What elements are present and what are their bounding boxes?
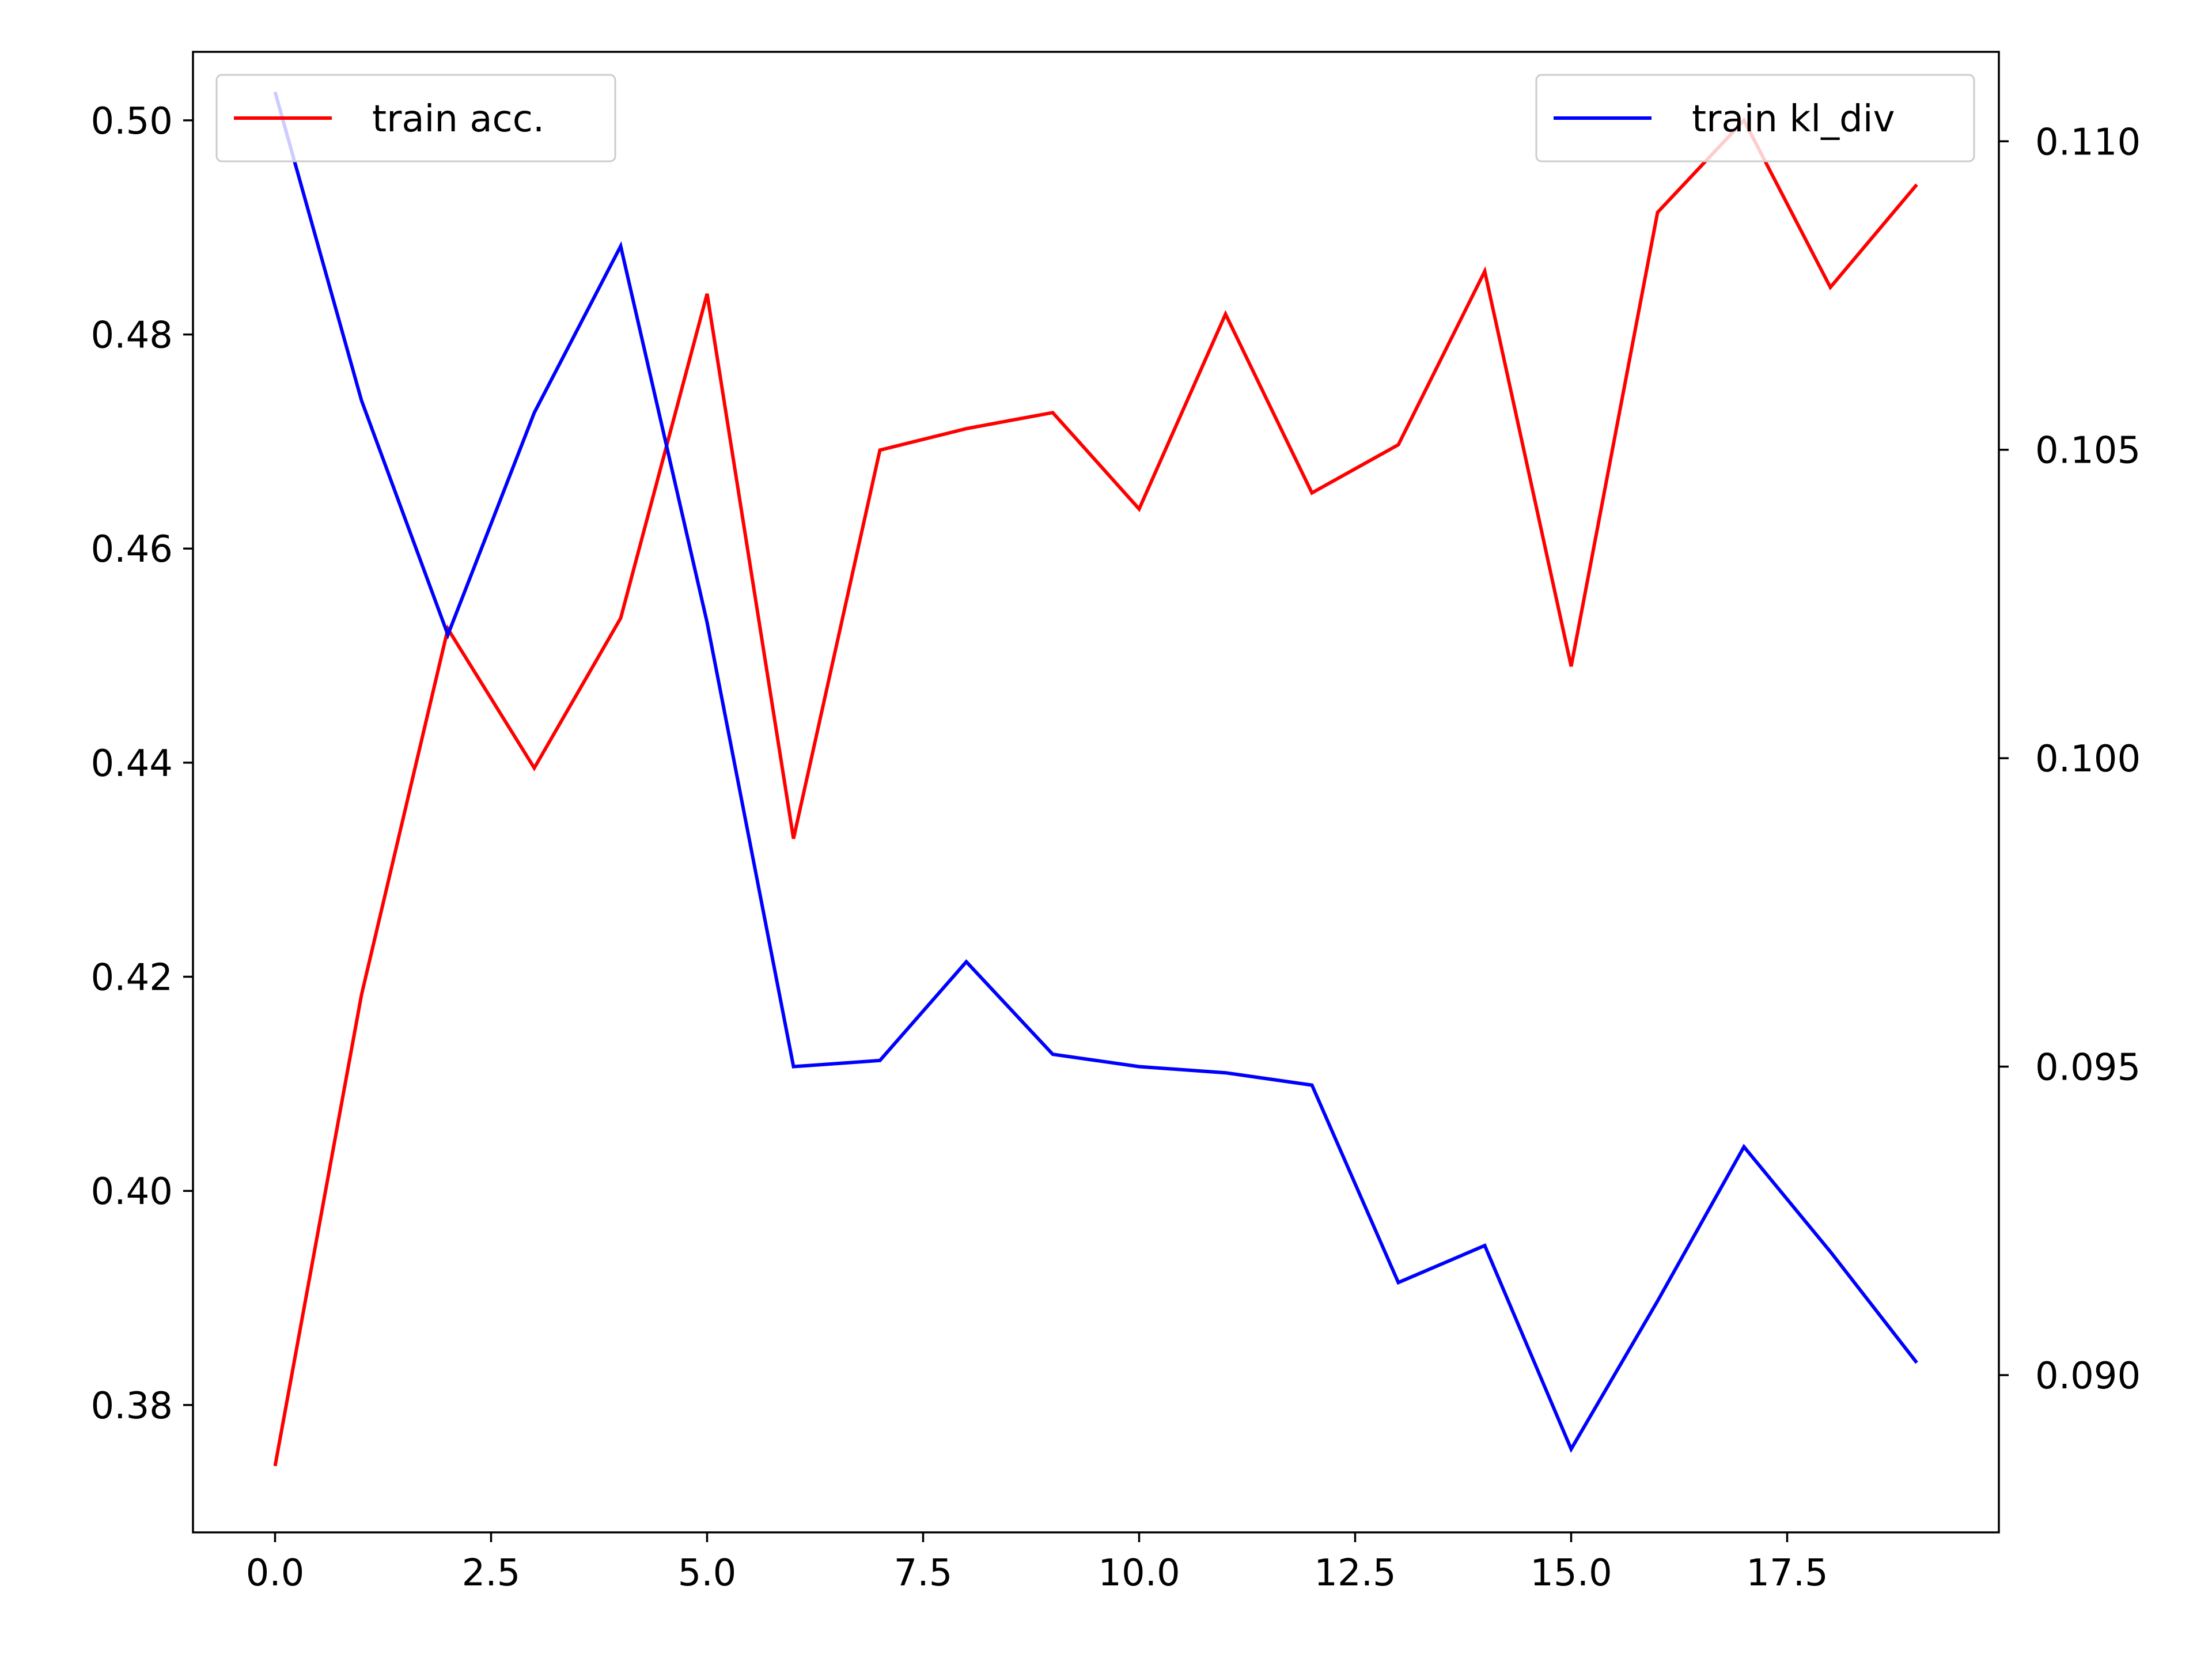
y-left-tick-label: 0.38 — [91, 1385, 173, 1428]
y-right-tick-label: 0.110 — [2035, 121, 2141, 164]
legend-box — [1535, 74, 1975, 162]
x-tick-label: 7.5 — [894, 1552, 953, 1595]
axes: 0.0 2.5 5.0 7.5 10.0 12.5 15.0 17.5 0.38 0.40 0.42… — [91, 51, 2141, 1595]
x-tick-label: 12.5 — [1314, 1552, 1396, 1595]
series-line-1 — [273, 91, 1918, 1453]
y-right-tick-label: 0.095 — [2035, 1047, 2141, 1089]
x-tick-label: 2.5 — [462, 1552, 521, 1595]
y-right-tick-label: 0.100 — [2035, 738, 2141, 781]
legend-0: train acc. — [215, 74, 616, 162]
y-left-tick-label: 0.48 — [91, 315, 173, 357]
x-tick-label: 10.0 — [1098, 1552, 1180, 1595]
x-tick-label: 15.0 — [1530, 1552, 1612, 1595]
legends: train acc. train kl_div — [215, 74, 1975, 162]
x-tick-label: 17.5 — [1746, 1552, 1828, 1595]
x-tick-label: 5.0 — [678, 1552, 737, 1595]
plot-area — [273, 91, 1918, 1467]
legend-box — [215, 74, 616, 162]
series-line-0 — [273, 117, 1918, 1467]
plot-frame — [192, 51, 2000, 1534]
y-left-tick-label: 0.42 — [91, 957, 173, 1000]
legend-1: train kl_div — [1535, 74, 1975, 162]
y-right-tick-label: 0.090 — [2035, 1355, 2141, 1398]
y-left-tick-label: 0.40 — [91, 1171, 173, 1213]
y-left-tick-label: 0.46 — [91, 528, 173, 571]
x-tick-label: 0.0 — [246, 1552, 305, 1595]
legend-label: train kl_div — [1692, 98, 1895, 141]
y-left-tick-label: 0.50 — [91, 100, 173, 143]
y-left-tick-label: 0.44 — [91, 743, 173, 785]
legend-label: train acc. — [372, 98, 544, 141]
y-right-tick-label: 0.105 — [2035, 430, 2141, 472]
